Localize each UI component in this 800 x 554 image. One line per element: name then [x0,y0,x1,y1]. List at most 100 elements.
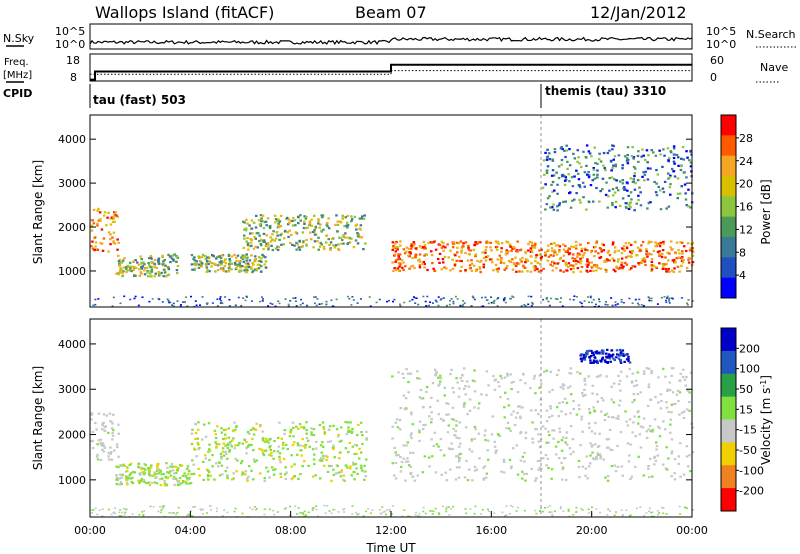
velocity-echo-cell [225,452,228,455]
power-echo-cell [637,198,640,202]
velocity-echo-cell [230,445,234,448]
velocity-ground-cell [452,505,455,508]
power-echo-cell [637,160,640,163]
power-echo-cell [629,243,633,247]
power-echo-cell [408,251,411,254]
power-colorbar-label: Power [dB] [759,179,773,244]
velocity-ground-cell [645,512,648,514]
power-echo-cell [650,149,653,152]
velocity-echo-cell [665,401,668,404]
power-echo-cell [283,229,287,232]
velocity-echo-cell [336,435,340,438]
power-echo-cell [195,260,198,263]
power-echo-cell [297,222,300,225]
velocity-echo-cell [467,385,471,388]
power-echo-cell [558,202,562,205]
velocity-echo-cell [650,372,653,375]
velocity-echo-cell [497,381,500,384]
power-ground-cell [492,300,495,303]
power-echo-cell [588,152,592,155]
velocity-echo-cell [307,439,310,442]
power-echo-cell [205,266,209,269]
power-echo-cell [205,270,209,273]
power-echo-cell [685,204,689,207]
power-ground-cell [459,304,462,307]
power-echo-cell [599,190,602,193]
power-echo-cell [543,173,546,176]
power-echo-cell [661,249,665,252]
velocity-echo-cell [176,483,180,486]
power-echo-cell [411,256,414,260]
power-echo-cell [537,270,541,273]
power-echo-cell [469,267,472,270]
velocity-echo-cell [585,455,588,458]
power-echo-cell [102,237,106,240]
velocity-echo-cell [159,470,163,473]
power-echo-cell [550,247,554,250]
velocity-echo-cell [454,430,457,433]
velocity-echo-cell [451,386,455,390]
power-echo-cell [242,260,245,263]
power-echo-cell [345,224,348,227]
velocity-echo-cell [490,433,494,436]
power-echo-cell [332,244,335,247]
power-echo-cell [685,249,688,253]
power-echo-cell [251,232,254,235]
velocity-echo-cell [193,447,196,450]
velocity-ground-cell [683,506,686,509]
velocity-echo-cell [418,439,421,442]
power-echo-cell [633,240,637,244]
power-echo-cell [109,233,112,236]
power-echo-cell [105,224,108,227]
power-echo-cell [635,202,638,205]
power-echo-cell [491,261,494,264]
velocity-echo-cell [506,421,510,424]
velocity-echo-cell [337,471,341,474]
power-echo-cell [414,247,417,250]
velocity-echo-cell [668,381,671,384]
velocity-echo-cell [471,479,474,482]
velocity-echo-cell [658,435,662,438]
power-echo-cell [275,231,279,234]
power-echo-cell [175,269,179,272]
power-echo-cell [169,261,172,264]
velocity-echo-cell [594,421,597,425]
velocity-echo-cell [477,432,480,435]
velocity-echo-cell [465,380,469,383]
power-echo-cell [589,269,592,272]
velocity-echo-cell [222,437,225,441]
power-echo-cell [593,146,596,149]
velocity-echo-cell [110,420,113,423]
velocity-echo-cell [407,381,410,384]
velocity-echo-cell [296,444,300,447]
power-colorbar-tick-label: 16 [739,201,753,214]
power-echo-cell [99,242,102,245]
power-echo-cell [252,221,256,224]
power-echo-cell [687,188,690,191]
power-ground-cell [542,298,545,301]
velocity-ytick-label: 2000 [58,429,86,442]
power-echo-cell [468,264,472,267]
power-echo-cell [422,240,426,243]
power-echo-cell [611,167,614,170]
power-echo-cell [624,205,628,209]
velocity-echo-cell [221,473,224,476]
velocity-echo-cell [203,423,206,426]
power-ground-cell [350,304,353,306]
power-echo-cell [220,263,223,266]
velocity-echo-cell [292,426,295,429]
velocity-echo-cell [356,472,359,475]
velocity-ytick-label: 1000 [58,474,86,487]
power-echo-cell [529,250,533,253]
power-echo-cell [427,241,430,245]
velocity-echo-cell [220,431,224,434]
power-echo-cell [257,219,261,222]
velocity-echo-cell [421,397,425,400]
power-echo-cell [521,270,524,273]
velocity-ground-cell [643,514,645,517]
power-echo-cell [412,241,416,244]
power-echo-cell [456,251,459,254]
power-echo-cell [546,165,550,168]
power-ground-cell [461,304,464,307]
